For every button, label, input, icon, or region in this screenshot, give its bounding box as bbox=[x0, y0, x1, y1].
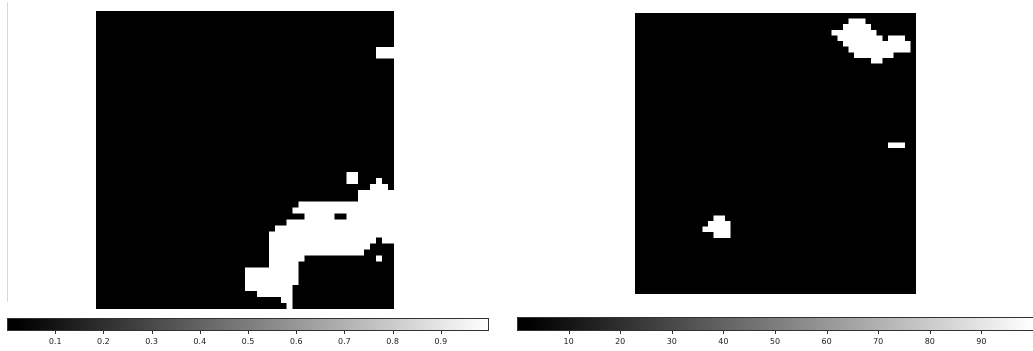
left-heatmap-cell-run-2 bbox=[346, 171, 359, 178]
right-heatmap-cell-run-0 bbox=[848, 18, 866, 25]
left-heatmap-cell-run-23 bbox=[245, 273, 299, 280]
right-heatmap-plot bbox=[635, 13, 916, 294]
left-colorbar-tick-label: 0.7 bbox=[338, 337, 351, 346]
right-heatmap-cell-run-2 bbox=[831, 29, 877, 36]
left-heatmap-cell-run-18 bbox=[268, 249, 365, 256]
left-heatmap-cell-run-19 bbox=[268, 255, 305, 262]
left-heatmap-cell-run-5 bbox=[370, 183, 389, 190]
right-heatmap-cell-run-6 bbox=[848, 46, 911, 53]
left-heatmap-cell-run-9 bbox=[292, 207, 394, 214]
right-colorbar-tick-mark bbox=[568, 331, 570, 334]
left-heatmap-cell-run-7 bbox=[358, 195, 394, 202]
left-colorbar bbox=[7, 318, 489, 331]
right-colorbar-tick-mark bbox=[671, 331, 673, 334]
right-colorbar-tick-label: 60 bbox=[821, 337, 832, 346]
right-colorbar-tick-label: 50 bbox=[769, 337, 781, 346]
right-colorbar-tick-label: 70 bbox=[873, 337, 884, 346]
left-heatmap-cell-run-27 bbox=[280, 297, 293, 304]
right-colorbar-tick-label: 80 bbox=[924, 337, 935, 346]
left-heatmap-cell-run-10 bbox=[304, 213, 335, 220]
left-colorbar-tick-label: 0.9 bbox=[434, 337, 448, 346]
right-colorbar-tick-label: 90 bbox=[976, 337, 987, 346]
left-colorbar-tick-mark bbox=[344, 331, 346, 334]
right-colorbar-tick-label: 20 bbox=[615, 337, 626, 346]
right-heatmap-cell-run-1 bbox=[842, 24, 872, 30]
right-heatmap-cell-run-8 bbox=[871, 57, 883, 64]
left-heatmap-cell-run-4 bbox=[376, 177, 383, 184]
right-colorbar-tick-mark bbox=[775, 331, 776, 334]
right-heatmap-cell-run-11 bbox=[708, 220, 731, 227]
right-heatmap-cell-run-3 bbox=[837, 35, 883, 42]
left-heatmap-cell-run-15 bbox=[268, 237, 377, 244]
right-heatmap-svg bbox=[702, 18, 911, 238]
right-colorbar-tick-mark bbox=[620, 331, 622, 334]
right-heatmap-cell-run-13 bbox=[713, 232, 731, 238]
left-heatmap-cell-run-28 bbox=[286, 303, 293, 309]
left-heatmap-cell-run-12 bbox=[286, 219, 394, 226]
right-heatmap-panel: 10 20 30 40 50 60 70 80 90 bbox=[508, 0, 1033, 351]
right-colorbar-tick-label: 10 bbox=[563, 337, 574, 346]
right-heatmap-cell-run-9 bbox=[887, 142, 905, 148]
left-heatmap-cell-run-17 bbox=[268, 243, 371, 250]
left-heatmap-svg bbox=[245, 46, 394, 309]
left-colorbar-tick-mark bbox=[103, 331, 105, 334]
left-heatmap-cell-run-20 bbox=[376, 255, 383, 262]
left-heatmap-plot bbox=[96, 11, 394, 309]
left-heatmap-cell-run-13 bbox=[274, 225, 394, 232]
right-heatmap-cell-run-7 bbox=[854, 52, 894, 58]
left-colorbar-tick-mark bbox=[55, 331, 57, 334]
right-colorbar-tick-label: 40 bbox=[718, 337, 729, 346]
left-colorbar-tick-label: 0.6 bbox=[289, 337, 303, 346]
left-heatmap-cell-run-26 bbox=[256, 291, 293, 298]
panel-divider-line bbox=[7, 2, 8, 302]
left-colorbar-tick-mark bbox=[248, 331, 249, 334]
left-colorbar-ticks: 0.1 0.2 0.3 0.4 0.5 0.6 0.7 0.8 0.9 bbox=[7, 331, 489, 351]
left-heatmap-cell-run-21 bbox=[268, 261, 299, 268]
left-colorbar-tick-mark bbox=[440, 331, 442, 334]
right-colorbar-ticks: 10 20 30 40 50 60 70 80 90 bbox=[517, 331, 1033, 351]
right-colorbar bbox=[517, 317, 1033, 331]
left-colorbar-tick-mark bbox=[199, 331, 201, 334]
left-heatmap-cell-run-1 bbox=[376, 52, 394, 59]
right-heatmap-cell-run-5 bbox=[842, 41, 911, 47]
left-colorbar-tick-mark bbox=[296, 331, 298, 334]
left-heatmap-cell-run-0 bbox=[376, 46, 394, 53]
right-heatmap-cell-run-4 bbox=[887, 35, 905, 42]
left-colorbar-tick-label: 0.3 bbox=[145, 337, 158, 346]
right-heatmap-cell-run-10 bbox=[713, 215, 725, 221]
left-heatmap-panel: 0.1 0.2 0.3 0.4 0.5 0.6 0.7 0.8 0.9 bbox=[0, 0, 500, 351]
left-heatmap-cell-run-3 bbox=[346, 177, 359, 184]
right-colorbar-tick-label: 30 bbox=[666, 337, 677, 346]
right-colorbar-tick-mark bbox=[878, 331, 880, 334]
right-colorbar-tick-mark bbox=[826, 331, 828, 334]
left-colorbar-tick-label: 0.1 bbox=[48, 337, 62, 346]
left-heatmap-cell-run-14 bbox=[268, 231, 394, 238]
left-colorbar-tick-label: 0.8 bbox=[386, 337, 399, 346]
left-heatmap-cell-run-24 bbox=[245, 279, 299, 286]
left-heatmap-cell-run-16 bbox=[382, 237, 394, 244]
left-colorbar-tick-label: 0.4 bbox=[193, 337, 207, 346]
left-heatmap-cell-run-22 bbox=[245, 267, 299, 274]
left-colorbar-tick-label: 0.5 bbox=[241, 337, 255, 346]
right-colorbar-tick-mark bbox=[981, 331, 983, 334]
right-heatmap-cell-run-12 bbox=[702, 226, 731, 233]
left-heatmap-cell-run-25 bbox=[245, 285, 293, 292]
left-heatmap-cell-run-8 bbox=[298, 201, 394, 208]
left-heatmap-cell-run-6 bbox=[358, 189, 394, 196]
left-colorbar-tick-mark bbox=[392, 331, 394, 334]
right-colorbar-tick-mark bbox=[723, 331, 725, 334]
right-colorbar-tick-mark bbox=[929, 331, 931, 334]
left-heatmap-cell-run-11 bbox=[346, 213, 394, 220]
left-colorbar-tick-label: 0.2 bbox=[97, 337, 110, 346]
left-colorbar-tick-mark bbox=[151, 331, 153, 334]
